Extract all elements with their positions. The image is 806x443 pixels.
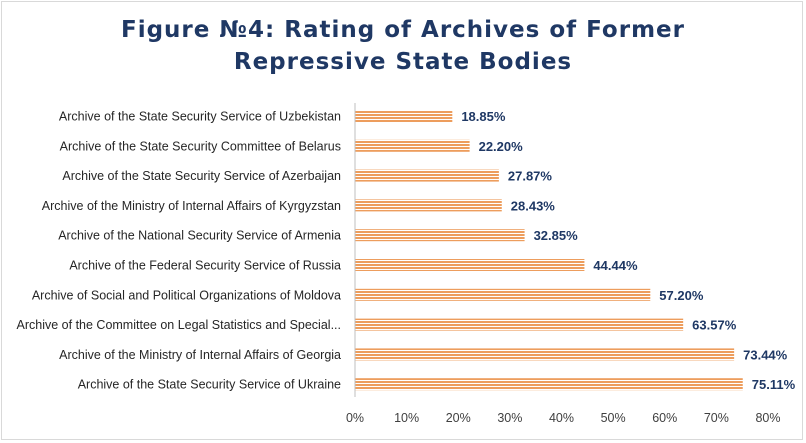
bar-row: Archive of the State Security Committee … — [60, 139, 524, 154]
bar — [355, 229, 525, 242]
data-label: 28.43% — [511, 198, 556, 213]
category-label: Archive of the Federal Security Service … — [69, 259, 341, 273]
data-label: 18.85% — [461, 109, 506, 124]
bar — [355, 110, 453, 122]
category-label: Archive of Social and Political Organiza… — [32, 288, 341, 302]
category-label: Archive of the Ministry of Internal Affa… — [59, 348, 341, 362]
chart-title: Figure №4: Rating of Archives of Former … — [0, 14, 806, 78]
data-label: 75.11% — [752, 377, 796, 392]
x-tick-label: 0% — [346, 411, 364, 425]
bar — [355, 378, 743, 391]
category-label: Archive of the Ministry of Internal Affa… — [42, 199, 341, 213]
chart-title-line1: Figure №4: Rating of Archives of Former — [120, 17, 685, 43]
bar-row: Archive of the Ministry of Internal Affa… — [42, 198, 556, 213]
bar-row: Archive of Social and Political Organiza… — [32, 288, 704, 303]
bar-row: Archive of the State Security Service of… — [59, 109, 506, 124]
bar-row: Archive of the Ministry of Internal Affa… — [59, 347, 788, 362]
category-label: Archive of the State Security Committee … — [60, 139, 341, 153]
x-tick-label: 40% — [549, 411, 574, 425]
data-label: 57.20% — [659, 288, 704, 303]
x-tick-label: 10% — [394, 411, 419, 425]
chart-title-line2: Repressive State Bodies — [233, 49, 573, 75]
bar-row: Archive of the Committee on Legal Statis… — [17, 318, 737, 333]
x-tick-label: 70% — [704, 411, 729, 425]
x-tick-label: 60% — [652, 411, 677, 425]
bar-row: Archive of the National Security Service… — [58, 228, 578, 243]
data-label: 27.87% — [508, 169, 553, 184]
category-label: Archive of the State Security Service of… — [62, 169, 341, 183]
category-label: Archive of the State Security Service of… — [59, 110, 341, 124]
data-label: 32.85% — [534, 228, 579, 243]
bar — [355, 348, 735, 361]
data-label: 63.57% — [692, 318, 737, 333]
bar-row: Archive of the Federal Security Service … — [69, 258, 638, 273]
bar — [355, 288, 651, 301]
x-tick-label: 20% — [446, 411, 471, 425]
bar — [355, 199, 502, 212]
bar — [355, 169, 499, 182]
data-label: 44.44% — [593, 258, 638, 273]
bar — [355, 318, 684, 331]
category-label: Archive of the Committee on Legal Statis… — [17, 318, 341, 332]
data-label: 22.20% — [479, 139, 524, 154]
category-label: Archive of the National Security Service… — [58, 229, 341, 243]
x-tick-label: 80% — [755, 411, 780, 425]
category-label: Archive of the State Security Service of… — [78, 378, 341, 392]
x-tick-label: 30% — [497, 411, 522, 425]
bar-row: Archive of the State Security Service of… — [78, 377, 796, 392]
x-tick-label: 50% — [601, 411, 626, 425]
bar-row: Archive of the State Security Service of… — [62, 169, 552, 184]
data-label: 73.44% — [743, 347, 788, 362]
bar — [355, 259, 585, 271]
bar — [355, 139, 470, 152]
